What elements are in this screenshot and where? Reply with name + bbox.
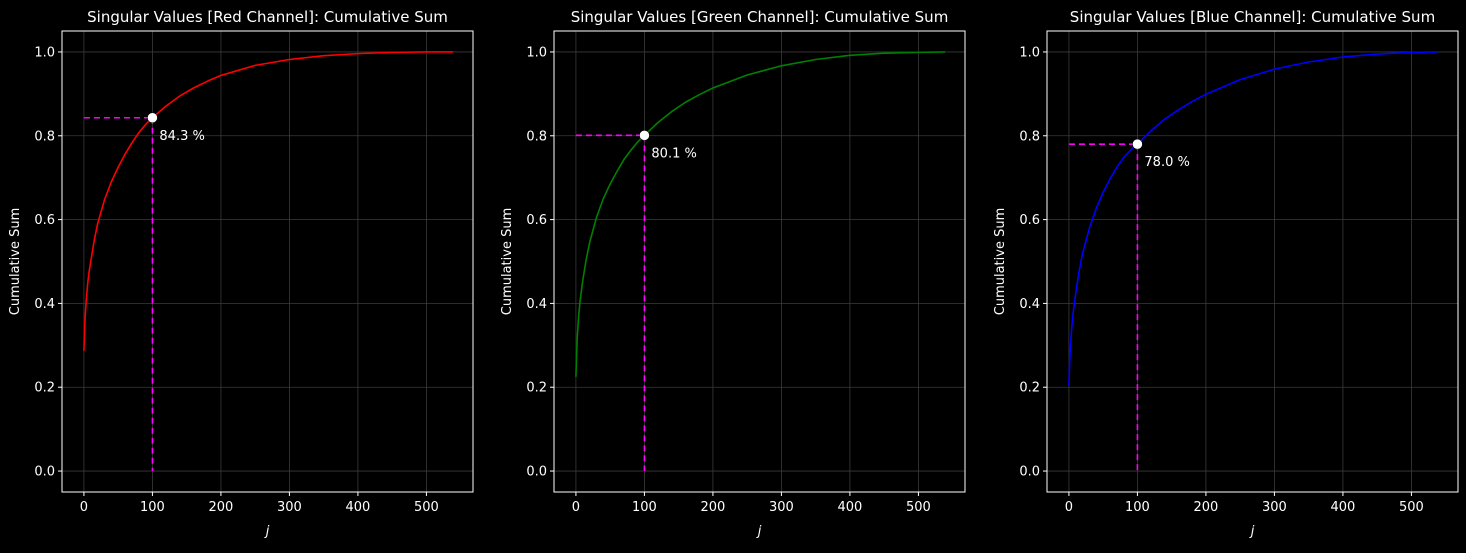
chart-0-group: 0 100 200 300 400 500 0.0 0.2 0.4 0.6 0.8 1.0 84.3 %… [8, 8, 474, 539]
chart-2-x-tick-label-1: 100 [1125, 500, 1150, 515]
chart-1-y-tick-label-2: 0.4 [526, 297, 547, 312]
chart-2-highlight-label: 78.0 % [1144, 155, 1189, 170]
chart-0-title: Singular Values [Red Channel]: Cumulativ… [87, 8, 448, 26]
chart-0-x-axis-label: j [264, 524, 270, 539]
chart-2-axes-frame [1046, 30, 1459, 493]
chart-2-y-tick-label-0: 0.0 [1019, 465, 1040, 480]
chart-0-series-line-0 [83, 51, 454, 351]
chart-2-highlight-point [1132, 138, 1143, 150]
chart-1-highlight-label: 80.1 % [651, 146, 696, 161]
chart-2-y-tick-label-3: 0.6 [1019, 213, 1040, 228]
chart-1-series-line-0 [575, 51, 946, 377]
chart-2-title: Singular Values [Blue Channel]: Cumulati… [1070, 8, 1435, 26]
chart-1-y-tick-label-1: 0.2 [526, 381, 547, 396]
chart-0-x-tick-label-2: 200 [209, 500, 234, 515]
chart-0-axes-frame [61, 30, 474, 493]
chart-2-y-tick-label-2: 0.4 [1019, 297, 1040, 312]
chart-0-y-tick-label-0: 0.0 [34, 465, 55, 480]
chart-0-x-tick-label-3: 300 [277, 500, 302, 515]
chart-0-y-tick-label-4: 0.8 [34, 129, 55, 144]
chart-2-y-axis-label: Cumulative Sum [993, 208, 1008, 316]
chart-1-x-tick-label-1: 100 [632, 500, 657, 515]
chart-0-highlight-label: 84.3 % [159, 129, 204, 144]
chart-1-highlight-point [639, 130, 650, 141]
chart-2-x-tick-label-4: 400 [1331, 500, 1356, 515]
chart-2-x-tick-label-5: 500 [1399, 500, 1424, 515]
chart-1-x-axis-label: j [756, 524, 762, 539]
chart-2-group: 0 100 200 300 400 500 0.0 0.2 0.4 0.6 0.8 1.0 78.0 %… [993, 8, 1459, 539]
chart-0-x-tick-label-1: 100 [140, 500, 165, 515]
chart-1-x-tick-label-0: 0 [572, 500, 580, 515]
chart-0-y-tick-label-3: 0.6 [34, 213, 55, 228]
chart-2-x-tick-label-3: 300 [1262, 500, 1287, 515]
chart-0-y-tick-label-5: 1.0 [34, 45, 55, 60]
chart-1-x-tick-label-2: 200 [701, 500, 726, 515]
chart-0-x-tick-label-0: 0 [80, 500, 88, 515]
chart-2-y-tick-label-1: 0.2 [1019, 381, 1040, 396]
chart-2-x-tick-label-0: 0 [1065, 500, 1073, 515]
chart-1-y-tick-label-5: 1.0 [526, 45, 547, 60]
chart-0-x-tick-label-4: 400 [346, 500, 371, 515]
chart-1-x-tick-label-3: 300 [769, 500, 794, 515]
chart-1-y-axis-label: Cumulative Sum [500, 208, 515, 316]
chart-2-series-line-0 [1068, 51, 1439, 386]
chart-0-y-axis-label: Cumulative Sum [8, 208, 23, 316]
chart-2-x-axis-label: j [1249, 524, 1255, 539]
chart-0-y-tick-label-2: 0.4 [34, 297, 55, 312]
chart-2-y-tick-label-5: 1.0 [1019, 45, 1040, 60]
chart-1-y-tick-label-4: 0.8 [526, 129, 547, 144]
chart-1-x-tick-label-5: 500 [906, 500, 931, 515]
chart-2-y-tick-label-4: 0.8 [1019, 129, 1040, 144]
chart-0-highlight-point [147, 112, 158, 124]
chart-0-y-tick-label-1: 0.2 [34, 381, 55, 396]
chart-1-axes-frame [553, 30, 966, 493]
chart-1-y-tick-label-0: 0.0 [526, 465, 547, 480]
chart-1-group: 0 100 200 300 400 500 0.0 0.2 0.4 0.6 0.8 1.0 80.1 %… [500, 8, 966, 539]
chart-1-x-tick-label-4: 400 [838, 500, 863, 515]
chart-2-x-tick-label-2: 200 [1194, 500, 1219, 515]
chart-0-x-tick-label-5: 500 [414, 500, 439, 515]
chart-1-title: Singular Values [Green Channel]: Cumulat… [571, 8, 949, 26]
chart-1-y-tick-label-3: 0.6 [526, 213, 547, 228]
